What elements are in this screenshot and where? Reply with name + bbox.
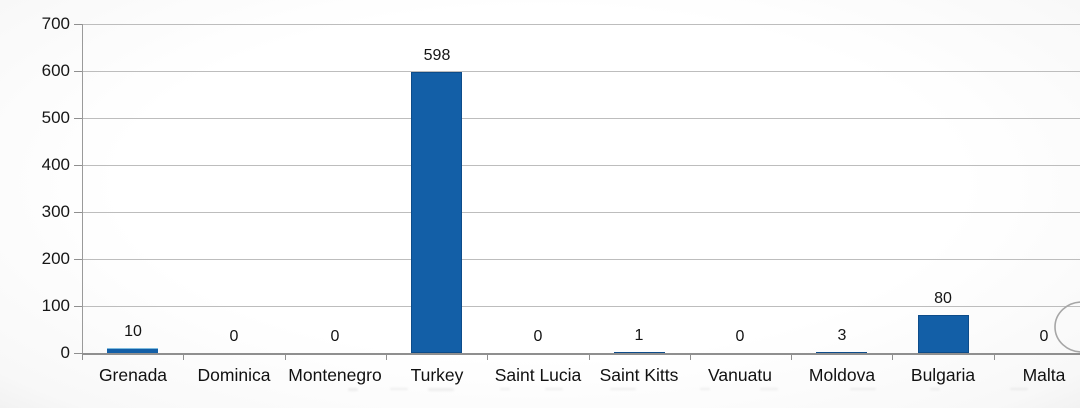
x-axis-category-label: Grenada	[98, 365, 168, 385]
bar-value-label: 1	[634, 327, 644, 344]
x-axis-category-label: Malta	[1022, 365, 1066, 385]
y-axis-tick-label: 300	[41, 202, 70, 221]
x-axis-tick	[589, 354, 590, 360]
x-axis-tick	[82, 354, 83, 360]
bar-value-label: 598	[423, 47, 451, 64]
photo-artifact	[390, 388, 408, 390]
x-axis-category-label: Turkey	[410, 365, 464, 385]
photo-artifact	[428, 388, 454, 391]
x-axis-tick	[892, 354, 893, 360]
gridline-300	[82, 212, 1080, 213]
bar-value-label: 80	[934, 290, 952, 307]
x-axis-tick	[285, 354, 286, 360]
x-axis-category-label: Vanuatu	[708, 365, 772, 385]
x-axis-category-label: Montenegro	[288, 365, 382, 385]
y-axis-tick	[74, 118, 82, 119]
y-axis-tick-label: 100	[41, 296, 70, 315]
x-axis-category-label: Bulgaria	[910, 365, 976, 385]
x-axis-tick	[994, 354, 995, 360]
y-axis-tick	[74, 71, 82, 72]
photo-artifact	[545, 388, 563, 390]
bar-value-label: 0	[330, 328, 340, 345]
y-axis-tick	[74, 212, 82, 213]
edge-circle-annotation	[1054, 301, 1080, 353]
y-axis-tick	[74, 353, 82, 354]
y-axis-tick-label: 200	[41, 249, 70, 268]
gridline-400	[82, 165, 1080, 166]
x-axis-tick	[690, 354, 691, 360]
bar-bulgaria	[918, 315, 969, 353]
gridline-200	[82, 259, 1080, 260]
photo-artifact	[850, 388, 876, 390]
y-axis-tick-label: 600	[41, 61, 70, 80]
bar-value-label: 0	[1039, 328, 1049, 345]
photo-artifact	[930, 388, 940, 390]
y-axis-tick-label: 0	[60, 343, 70, 362]
y-axis-tick	[74, 24, 82, 25]
y-axis-tick-label: 500	[41, 108, 70, 127]
y-axis-line	[82, 24, 83, 353]
gridline-600	[82, 71, 1080, 72]
x-axis-category-label: Saint Kitts	[599, 365, 679, 385]
bar-value-label: 0	[533, 328, 543, 345]
y-axis-tick	[74, 165, 82, 166]
y-axis-tick-label: 700	[41, 14, 70, 33]
gridline-700	[82, 24, 1080, 25]
x-axis-category-label: Dominica	[197, 365, 271, 385]
bar-value-label: 3	[837, 327, 847, 344]
photo-artifact	[1010, 388, 1028, 390]
y-axis-tick-label: 400	[41, 155, 70, 174]
x-axis-tick	[791, 354, 792, 360]
gridline-100	[82, 306, 1080, 307]
y-axis-tick	[74, 306, 82, 307]
bar-saint-kitts	[614, 352, 665, 353]
photo-artifact	[760, 388, 778, 390]
photo-artifact	[610, 388, 636, 390]
x-axis-tick	[487, 354, 488, 360]
photo-artifact	[700, 388, 710, 390]
photo-artifact	[500, 388, 510, 390]
bar-moldova	[816, 352, 867, 353]
bar-value-label: 0	[229, 328, 239, 345]
gridline-500	[82, 118, 1080, 119]
x-axis-tick	[183, 354, 184, 360]
x-axis-category-label: Saint Lucia	[494, 365, 582, 385]
bar-turkey	[411, 72, 462, 353]
bar-value-label: 0	[735, 328, 745, 345]
bar-value-label: 10	[124, 323, 142, 340]
photo-artifact	[348, 388, 358, 391]
gridline-0	[82, 353, 1080, 355]
x-axis-category-label: Moldova	[808, 365, 876, 385]
y-axis-tick	[74, 259, 82, 260]
bar-grenada	[107, 348, 158, 353]
x-axis-tick	[386, 354, 387, 360]
